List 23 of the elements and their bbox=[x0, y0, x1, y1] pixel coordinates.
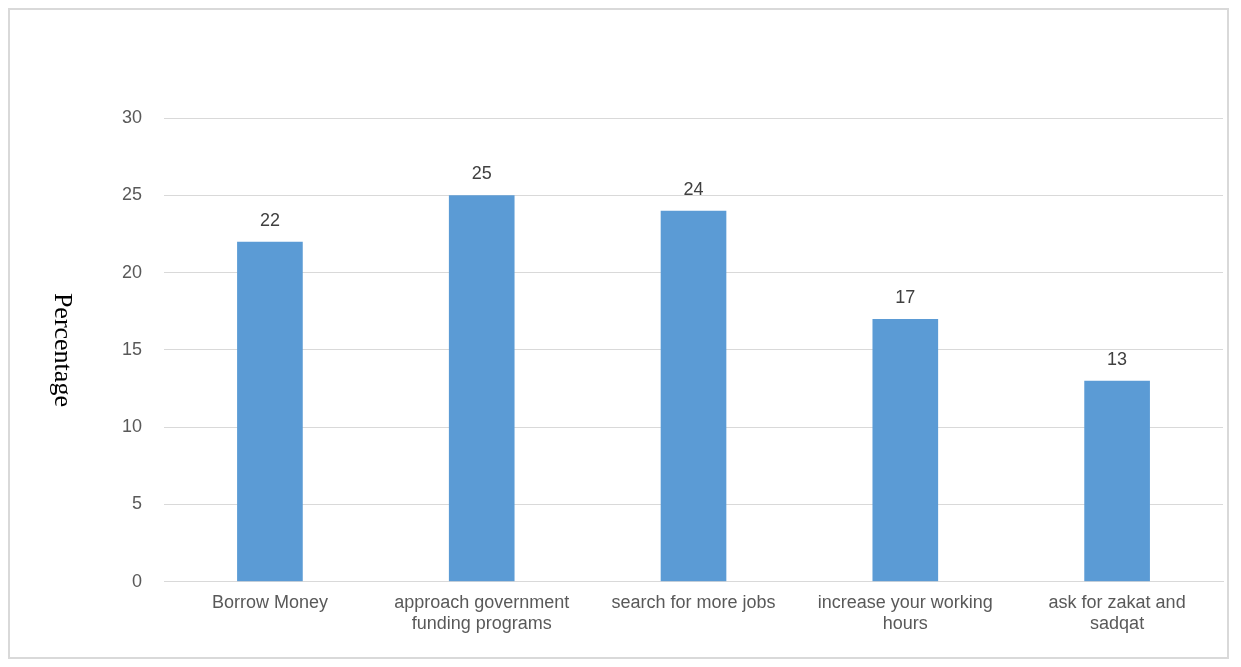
x-tick-label: ask for zakat and sadqat bbox=[1048, 591, 1186, 634]
bar bbox=[660, 210, 727, 582]
x-tick-label: Borrow Money bbox=[211, 591, 328, 612]
data-label: 17 bbox=[895, 286, 916, 307]
data-label: 22 bbox=[259, 209, 280, 230]
bar bbox=[448, 195, 515, 582]
y-tick-label: 30 bbox=[121, 106, 143, 127]
bar bbox=[237, 241, 303, 582]
x-tick-label: search for more jobs bbox=[611, 591, 776, 612]
y-tick-label: 20 bbox=[121, 261, 143, 282]
data-label: 25 bbox=[471, 163, 492, 184]
y-tick-label: 0 bbox=[132, 570, 143, 591]
y-axis-title: Percentage bbox=[49, 292, 79, 407]
y-tick-label: 10 bbox=[121, 416, 143, 437]
data-label: 24 bbox=[683, 178, 704, 199]
y-tick-label: 25 bbox=[121, 184, 143, 205]
x-tick-label: increase your working hours bbox=[817, 591, 993, 634]
bar bbox=[872, 318, 939, 582]
data-label: 13 bbox=[1107, 348, 1128, 369]
bar bbox=[1084, 380, 1150, 582]
y-tick-label: 5 bbox=[132, 493, 143, 514]
y-tick-label: 15 bbox=[121, 338, 143, 359]
x-tick-label: approach government funding programs bbox=[394, 591, 570, 634]
